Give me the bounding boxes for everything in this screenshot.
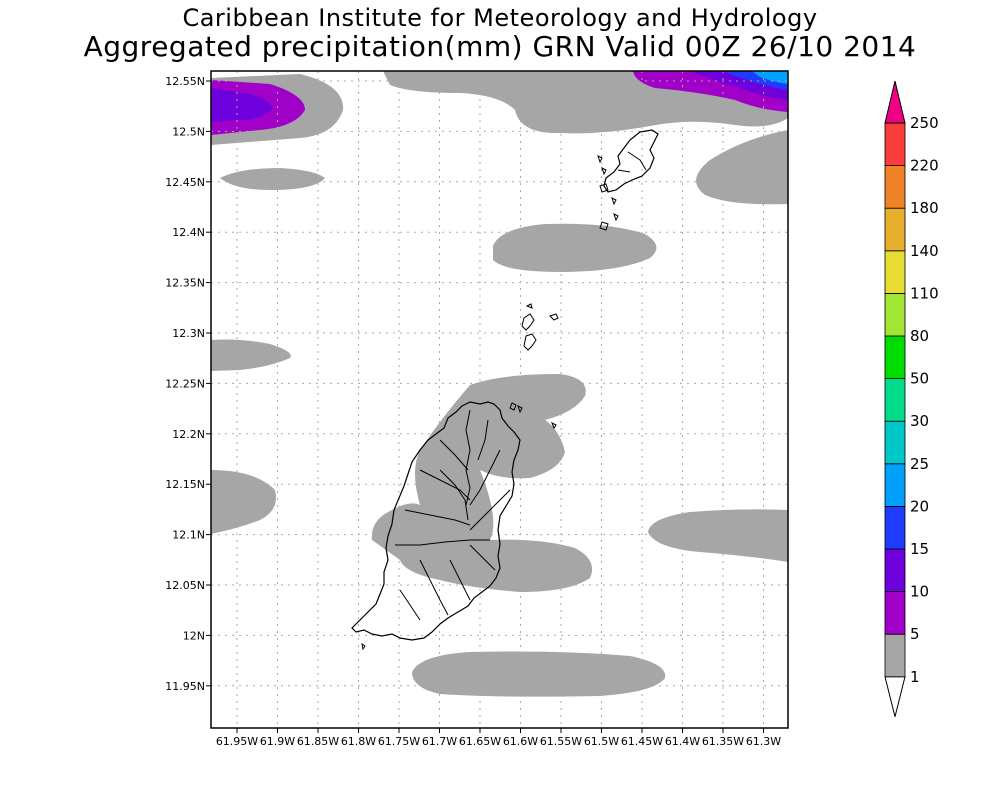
lon-tick-label: 61.7W xyxy=(422,735,457,748)
lat-tick-label: 11.95N xyxy=(165,680,205,693)
lon-tick-label: 61.85W xyxy=(297,735,339,748)
lat-tick-label: 12.2N xyxy=(172,428,205,441)
colorbar-segment xyxy=(884,250,906,294)
map-frame xyxy=(210,70,789,729)
lon-tick-label: 61.55W xyxy=(540,735,582,748)
lat-tick-label: 12.3N xyxy=(172,327,205,340)
colorbar-label: 250 xyxy=(910,114,939,132)
colorbar-label: 1 xyxy=(910,668,920,686)
colorbar-label: 25 xyxy=(910,455,929,473)
longitude-axis: 61.95W 61.9W 61.85W 61.8W 61.75W 61.7W 61.65W 6… xyxy=(216,728,781,748)
colorbar-label: 110 xyxy=(910,284,939,302)
lat-tick-label: 12.1N xyxy=(172,529,205,542)
colorbar-segment xyxy=(884,548,906,592)
colorbar-segment xyxy=(884,420,906,465)
colorbar-label: 30 xyxy=(910,412,929,430)
colorbar-segment xyxy=(884,505,906,550)
lat-tick-label: 12.4N xyxy=(172,226,205,239)
lon-tick-label: 61.8W xyxy=(341,735,376,748)
lat-tick-label: 12.05N xyxy=(165,579,205,592)
lon-tick-label: 61.6W xyxy=(503,735,538,748)
colorbar-segment xyxy=(884,165,906,209)
lon-tick-label: 61.4W xyxy=(665,735,700,748)
lat-tick-label: 12.25N xyxy=(165,377,205,390)
colorbar-segment xyxy=(884,207,906,252)
lon-tick-label: 61.45W xyxy=(621,735,663,748)
colorbar-label: 50 xyxy=(910,370,929,388)
lat-tick-label: 12.35N xyxy=(165,277,205,290)
lat-tick-label: 12N xyxy=(183,629,205,642)
colorbar-over-triangle xyxy=(884,80,906,124)
coastlines xyxy=(351,129,659,651)
lon-tick-label: 61.9W xyxy=(260,735,295,748)
lon-tick-label: 61.75W xyxy=(378,735,420,748)
colorbar-label: 140 xyxy=(910,242,939,260)
colorbar-segment xyxy=(884,378,906,422)
lon-tick-label: 61.65W xyxy=(459,735,501,748)
colorbar-label: 15 xyxy=(910,540,929,558)
colorbar-label: 20 xyxy=(910,497,929,515)
latitude-axis: 12.55N 12.5N 12.45N 12.4N 12.35N 12.3N 12.25N 1… xyxy=(165,75,211,693)
colorbar-under-triangle xyxy=(884,676,906,717)
lat-tick-label: 12.5N xyxy=(172,125,205,138)
precipitation-shading xyxy=(211,71,788,697)
lon-tick-label: 61.95W xyxy=(216,735,258,748)
chart-title: Caribbean Institute for Meteorology and … xyxy=(182,4,818,32)
colorbar-label: 5 xyxy=(910,625,920,643)
lat-tick-label: 12.55N xyxy=(165,75,205,88)
colorbar-segment xyxy=(884,292,906,337)
lon-tick-label: 61.35W xyxy=(702,735,744,748)
chart-subtitle: Aggregated precipitation(mm) GRN Valid 0… xyxy=(83,30,917,63)
colorbar-segment xyxy=(884,633,906,678)
lon-tick-label: 61.3W xyxy=(746,735,781,748)
colorbar-segment xyxy=(884,463,906,507)
colorbar-label: 220 xyxy=(910,157,939,175)
colorbar-segment xyxy=(884,591,906,635)
colorbar-segment xyxy=(884,122,906,166)
lon-tick-label: 61.5W xyxy=(584,735,619,748)
grid-lines xyxy=(211,71,788,728)
colorbar-label: 10 xyxy=(910,583,929,601)
lat-tick-label: 12.15N xyxy=(165,478,205,491)
lat-tick-label: 12.45N xyxy=(165,176,205,189)
colorbar-label: 180 xyxy=(910,199,939,217)
colorbar-label: 80 xyxy=(910,327,929,345)
colorbar-segment xyxy=(884,335,906,379)
